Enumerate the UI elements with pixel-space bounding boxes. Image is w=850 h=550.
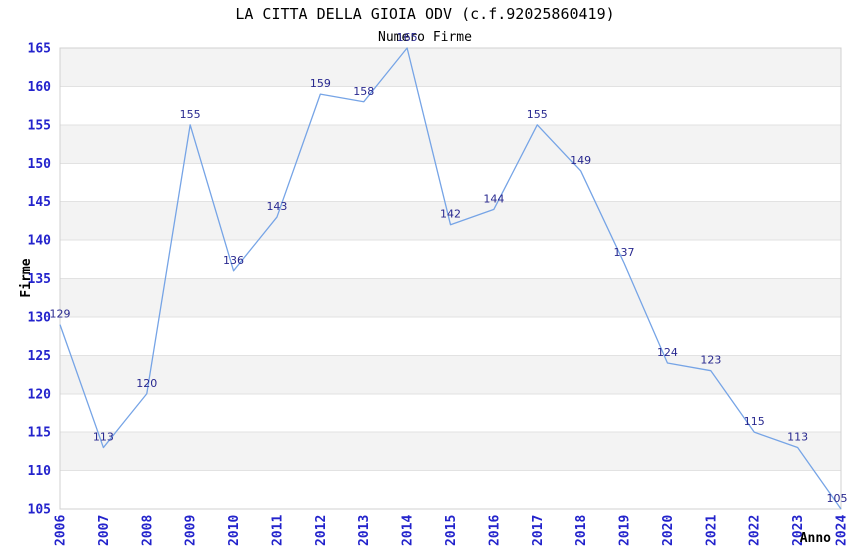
x-tick-label: 2009	[184, 515, 199, 546]
grid-band	[60, 470, 841, 509]
series-line	[59, 47, 842, 510]
x-tick-label: 2021	[704, 515, 719, 546]
x-axis-title: Anno	[800, 531, 831, 546]
y-tick-label: 140	[28, 234, 52, 249]
data-point-label: 137	[614, 246, 635, 259]
x-tick-label: 2011	[270, 515, 285, 546]
data-point-label: 124	[657, 346, 678, 359]
data-point-label: 142	[440, 208, 461, 221]
x-tick-label: 2006	[54, 515, 69, 546]
y-tick-label: 130	[28, 310, 52, 325]
grid-band	[60, 86, 841, 125]
grid-band	[60, 240, 841, 279]
x-tick-label: 2022	[748, 515, 763, 546]
x-tick-label: 2016	[487, 515, 502, 546]
data-point-label: 129	[50, 308, 71, 321]
x-tick-label: 2023	[791, 515, 806, 546]
data-point-label: 120	[136, 377, 157, 390]
y-tick-label: 120	[28, 387, 52, 402]
grid-band	[60, 316, 841, 356]
x-tick-label: 2015	[444, 515, 459, 546]
y-tick-label: 155	[28, 118, 51, 133]
x-tick-label: 2018	[574, 515, 589, 546]
y-tick-label: 160	[28, 80, 52, 95]
x-tick-label: 2024	[835, 515, 850, 546]
y-tick-label: 125	[28, 349, 51, 364]
x-tick-label: 2012	[314, 515, 329, 546]
y-tick-label: 165	[28, 42, 51, 57]
x-tick-label: 2010	[227, 515, 242, 546]
x-tick-label: 2008	[140, 515, 155, 546]
data-point-label: 113	[93, 431, 114, 444]
chart-subtitle: Numero Firme	[378, 30, 472, 45]
y-axis-title: Firme	[19, 258, 34, 297]
grid-band	[60, 201, 841, 241]
data-point-label: 123	[700, 354, 721, 367]
data-point-label: 105	[827, 492, 848, 505]
x-tick-label: 2013	[357, 515, 372, 546]
data-point-label: 136	[223, 254, 244, 267]
data-point-label: 165	[397, 31, 418, 44]
data-point-label: 115	[744, 415, 765, 428]
x-tick-label: 2017	[531, 515, 546, 546]
y-tick-label: 105	[28, 503, 51, 518]
data-point-label: 149	[570, 154, 591, 167]
data-point-label: 155	[527, 108, 548, 121]
x-tick-label: 2019	[618, 515, 633, 546]
grid-band	[60, 48, 841, 87]
plot-frame	[59, 47, 842, 510]
grid-band	[60, 432, 841, 471]
data-point-label: 158	[353, 85, 374, 98]
y-tick-label: 110	[28, 464, 52, 479]
grid-band	[60, 355, 841, 394]
x-tick-label: 2014	[401, 515, 416, 546]
data-point-label: 144	[483, 192, 504, 205]
x-tick-label: 2007	[97, 515, 112, 546]
data-point-label: 143	[266, 200, 287, 213]
grid-band	[60, 124, 841, 164]
plot-area: 105 110 115 120 125 130 135 140 145 150 155 160 165 2…	[28, 31, 850, 546]
data-point-label: 113	[787, 431, 808, 444]
y-tick-label: 145	[28, 195, 51, 210]
data-point-label: 155	[180, 108, 201, 121]
y-tick-label: 135	[28, 272, 51, 287]
chart-title: LA CITTA DELLA GIOIA ODV (c.f.9202586041…	[235, 5, 614, 23]
x-tick-label: 2020	[661, 515, 676, 546]
data-point-label: 159	[310, 77, 331, 90]
y-tick-label: 115	[28, 426, 51, 441]
y-tick-label: 150	[28, 157, 52, 172]
grid-band	[60, 393, 841, 433]
grid-band	[60, 163, 841, 202]
grid-band	[60, 278, 841, 317]
